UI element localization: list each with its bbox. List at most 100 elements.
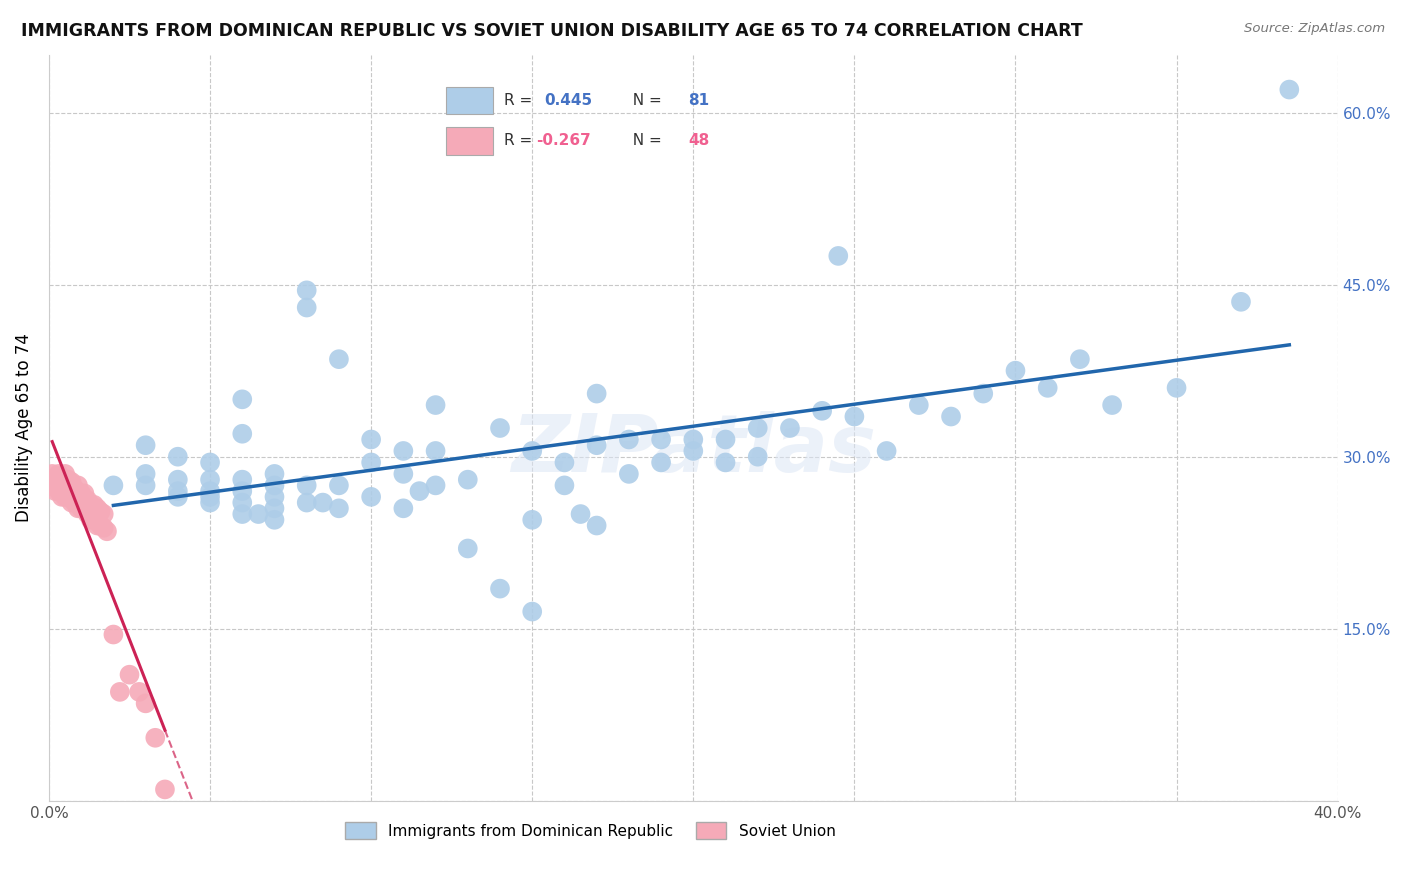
Point (457, 473, 479, 487)
Point (66, 478, 89, 492)
Point (876, 444, 898, 458)
Point (41, 478, 63, 492)
Point (103, 627, 125, 641)
Point (360, 433, 382, 447)
Point (553, 478, 575, 492)
Point (747, 421, 769, 435)
Text: IMMIGRANTS FROM DOMINICAN REPUBLIC VS SOVIET UNION DISABILITY AGE 65 TO 74 CORRE: IMMIGRANTS FROM DOMINICAN REPUBLIC VS SO… (21, 22, 1083, 40)
Point (827, 249, 849, 263)
Point (1166, 381, 1188, 395)
Point (522, 444, 544, 458)
Point (392, 444, 415, 458)
Point (80, 498, 103, 512)
Point (198, 473, 221, 487)
Point (83, 498, 105, 512)
Point (93, 507, 115, 521)
Point (1069, 352, 1091, 367)
Point (86, 518, 108, 533)
Point (53, 490, 76, 504)
Point (585, 518, 607, 533)
Point (53, 478, 76, 492)
Point (747, 450, 769, 464)
Point (328, 352, 350, 367)
Point (295, 301, 318, 315)
Point (198, 484, 221, 499)
Point (66, 501, 89, 516)
Point (60, 484, 83, 499)
Point (73, 486, 96, 500)
Point (80, 513, 103, 527)
Point (263, 478, 285, 492)
Point (48, 484, 70, 499)
Point (51, 490, 73, 504)
Point (70, 486, 93, 500)
Point (650, 455, 672, 469)
Point (53, 467, 76, 481)
Point (63, 495, 86, 509)
Point (247, 507, 270, 521)
Point (143, 731, 166, 745)
Point (51, 473, 73, 487)
Point (83, 513, 105, 527)
Point (166, 450, 188, 464)
Point (66, 490, 89, 504)
Point (58, 490, 80, 504)
Point (198, 495, 221, 509)
Legend: Immigrants from Dominican Republic, Soviet Union: Immigrants from Dominican Republic, Sovi… (339, 815, 842, 846)
Point (135, 467, 157, 481)
Point (617, 433, 640, 447)
Point (153, 782, 176, 797)
Point (811, 404, 834, 418)
Point (58, 478, 80, 492)
Text: ZIPatlas: ZIPatlas (510, 411, 876, 490)
Point (76, 507, 98, 521)
Point (63, 482, 86, 496)
Point (1230, 294, 1253, 309)
Point (457, 541, 479, 556)
Point (86, 501, 108, 516)
Point (103, 478, 125, 492)
Point (295, 283, 318, 297)
Point (1101, 398, 1123, 412)
Point (844, 409, 866, 424)
Point (569, 507, 592, 521)
Point (135, 478, 157, 492)
Point (908, 398, 931, 412)
Point (1004, 364, 1026, 378)
Point (58, 473, 80, 487)
Point (166, 484, 188, 499)
Point (939, 409, 962, 424)
Point (585, 386, 607, 401)
Point (650, 433, 672, 447)
Point (231, 392, 253, 407)
Point (263, 501, 285, 516)
Point (96, 524, 118, 539)
Point (231, 473, 253, 487)
Point (392, 467, 415, 481)
Point (263, 490, 285, 504)
Point (263, 513, 285, 527)
Point (585, 438, 607, 452)
Point (779, 421, 801, 435)
Point (617, 467, 640, 481)
Point (295, 478, 318, 492)
Point (312, 495, 335, 509)
Point (135, 697, 157, 711)
Point (135, 438, 157, 452)
Point (89, 518, 111, 533)
Point (522, 513, 544, 527)
Point (93, 521, 115, 535)
Point (48, 467, 70, 481)
Point (41, 467, 63, 481)
Point (166, 490, 188, 504)
Point (231, 484, 253, 499)
Point (89, 505, 111, 519)
Point (231, 507, 253, 521)
Point (231, 426, 253, 441)
Point (108, 685, 131, 699)
Point (522, 605, 544, 619)
Point (489, 421, 512, 435)
Point (425, 478, 447, 492)
Text: Source: ZipAtlas.com: Source: ZipAtlas.com (1244, 22, 1385, 36)
Point (48, 478, 70, 492)
